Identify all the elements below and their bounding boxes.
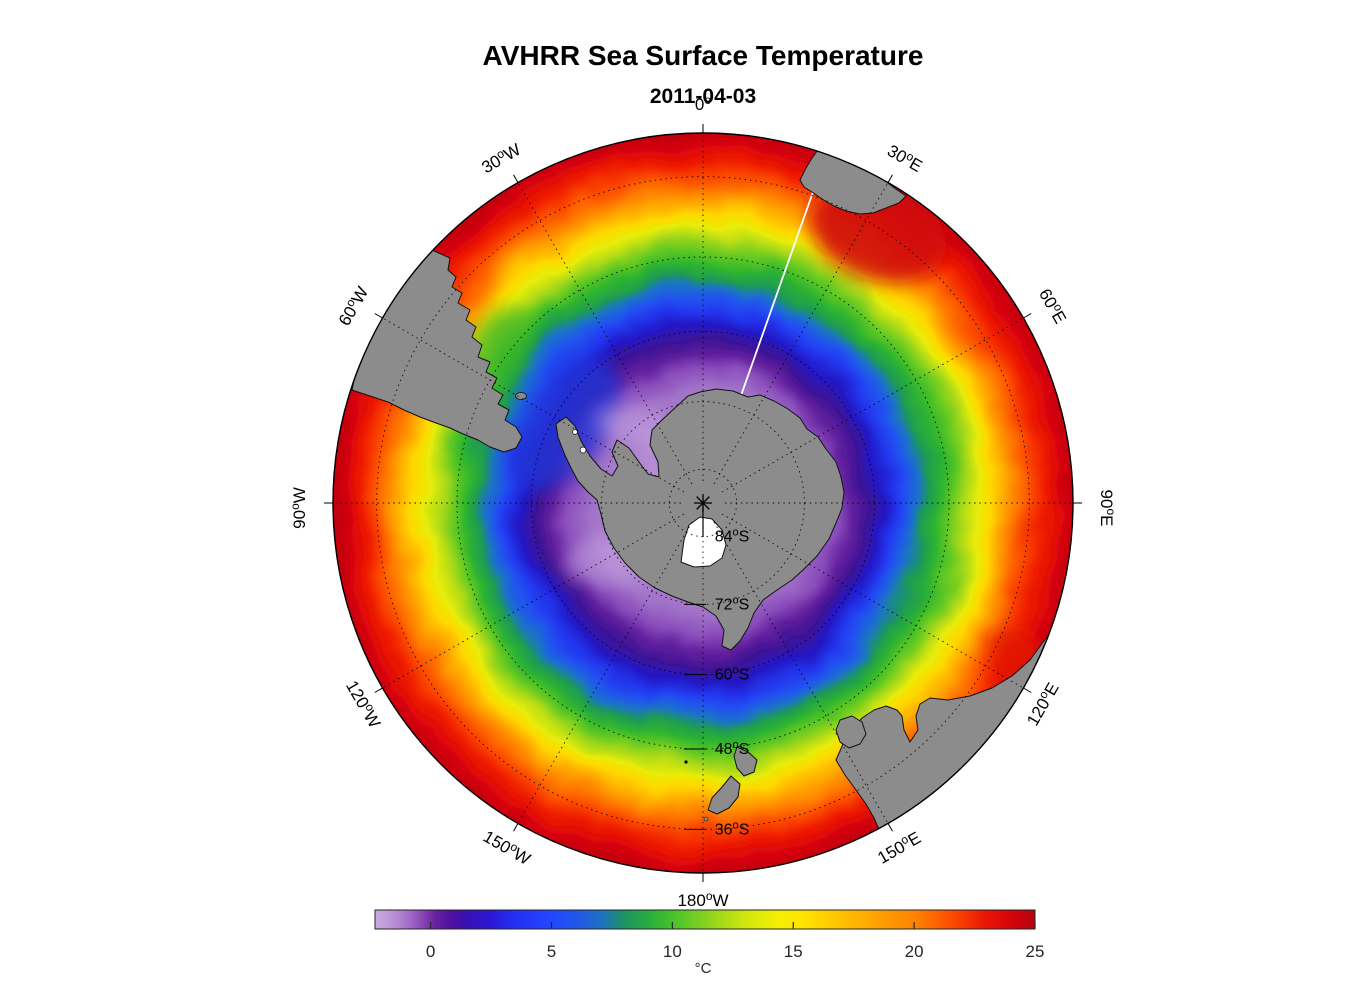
new-zealand-south-island [707, 775, 741, 815]
longitude-label: 150oE [873, 826, 924, 867]
pole-marker [694, 494, 712, 537]
tasmania-island [835, 715, 867, 749]
longitude-label: 180oW [677, 889, 728, 910]
longitude-label: 120oW [342, 676, 386, 731]
longitude-tick [1023, 687, 1032, 693]
latitude-label: 84oS [715, 527, 750, 546]
longitude-label: 90oE [1097, 490, 1118, 527]
longitude-tick [1023, 313, 1032, 319]
latitude-label: 48oS [715, 739, 750, 758]
longitude-tick [887, 174, 893, 183]
longitude-label: 60oE [1035, 284, 1072, 327]
colorbar-gradient [374, 909, 1036, 930]
longitude-label: 30oW [477, 138, 524, 177]
latitude-labels: 84oS 72oS 60oS 48oS 36oS [684, 527, 750, 838]
latitude-label: 72oS [715, 594, 750, 613]
latitude-ring [376, 176, 1030, 830]
ross-ice-shelf [680, 516, 727, 568]
longitude-label: 0o [695, 93, 711, 114]
falkland-islands [515, 392, 527, 400]
graticule [333, 133, 1073, 873]
figure-title: AVHRR Sea Surface Temperature [482, 40, 924, 71]
longitude-tick [887, 823, 893, 832]
stewart-island [703, 816, 709, 822]
colorbar-ticks: 0 5 10 15 20 25 [426, 922, 1045, 961]
latitude-label: 60oS [715, 665, 750, 684]
colorbar: 0 5 10 15 20 25 °C [374, 909, 1045, 977]
small-island-dot [684, 760, 688, 764]
colorbar-tick-label: 10 [663, 942, 682, 961]
longitude-label: 30oE [884, 139, 927, 176]
ice-patch [579, 446, 587, 454]
new-zealand-north-island [733, 746, 758, 777]
longitude-label: 150oW [480, 825, 535, 869]
colorbar-tick-label: 15 [784, 942, 803, 961]
longitude-label: 60oW [333, 282, 372, 329]
colorbar-unit-label: °C [695, 960, 712, 977]
ice-patch [572, 429, 578, 435]
colorbar-tick-label: 0 [426, 942, 435, 961]
latitude-label: 36oS [715, 819, 750, 838]
longitude-tick [513, 174, 519, 183]
longitude-tick [374, 313, 383, 319]
pole-asterisk-arm [696, 496, 710, 510]
colorbar-tick-label: 5 [547, 942, 556, 961]
longitude-tick [513, 823, 519, 832]
figure-subtitle: 2011-04-03 [649, 85, 757, 108]
colorbar-tick-label: 25 [1026, 942, 1045, 961]
latitude-ring [601, 401, 805, 605]
longitude-tick [374, 687, 383, 693]
longitude-label: 90oW [288, 487, 309, 529]
longitude-label: 120oE [1021, 678, 1062, 729]
colorbar-tick-label: 20 [905, 942, 924, 961]
